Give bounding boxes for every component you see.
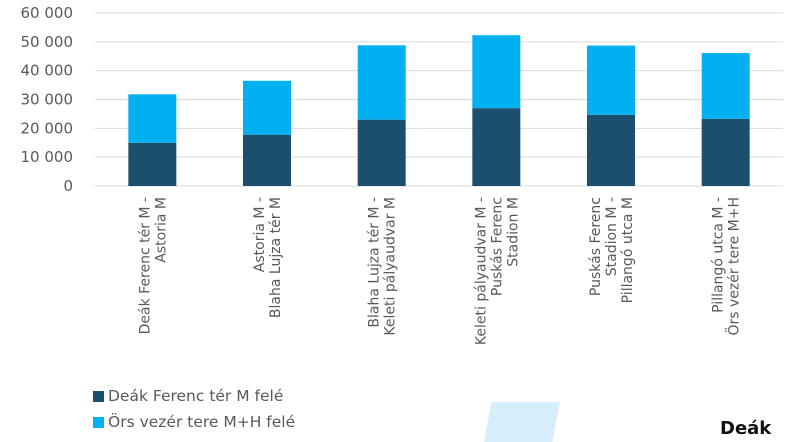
overflow-text: Deák	[720, 418, 772, 439]
bar-deak-segment	[472, 108, 521, 186]
legend-swatch-deak	[93, 390, 104, 402]
category-label: Blaha Lujza tér M -Keleti pályaudvar M	[367, 197, 399, 336]
y-tick-label: 40 000	[21, 62, 74, 80]
category-label: Deák Ferenc tér M -Astoria M	[137, 197, 169, 334]
y-tick-label: 60 000	[21, 4, 74, 22]
bar-deak-segment	[701, 118, 750, 186]
y-tick-label: 10 000	[21, 148, 74, 166]
category-label: Astoria M -Blaha Lujza tér M	[252, 197, 284, 318]
bar-deak-segment	[357, 119, 406, 186]
gridlines	[95, 12, 783, 187]
bar-ors-segment	[587, 45, 635, 115]
category-label: Pillangó utca M -Örs vezér tere M+H	[711, 197, 743, 336]
decorative-parallelogram	[484, 402, 560, 442]
bar-ors-segment	[472, 35, 521, 109]
bar-deak-segment	[587, 114, 635, 186]
legend-item-ors: Örs vezér tere M+H felé	[93, 409, 295, 435]
bar-ors-segment	[701, 53, 750, 119]
y-tick-label: 50 000	[21, 33, 74, 51]
category-label: Puskás FerencStadion M -Pillangó utca M	[588, 197, 636, 303]
y-tick-label: 30 000	[21, 91, 74, 109]
category-labels: Deák Ferenc tér M -Astoria M Astoria M -B…	[137, 197, 742, 345]
bar-ors-segment	[128, 94, 177, 143]
legend-label-deak: Deák Ferenc tér M felé	[108, 387, 284, 405]
bar-deak-segment	[243, 134, 291, 186]
legend-label-ors: Örs vezér tere M+H felé	[108, 413, 296, 431]
y-tick-label: 0	[63, 177, 73, 195]
legend-swatch-ors	[93, 416, 104, 428]
bar-ors-segment	[243, 80, 291, 135]
legend-item-deak: Deák Ferenc tér M felé	[93, 383, 295, 409]
bars	[128, 35, 750, 186]
bar-ors-segment	[357, 45, 406, 120]
legend: Deák Ferenc tér M felé Örs vezér tere M+…	[93, 383, 295, 435]
y-tick-label: 20 000	[21, 119, 74, 137]
category-label: Keleti pályaudvar M -Puskás FerencStadio…	[473, 197, 521, 345]
bar-deak-segment	[128, 142, 177, 186]
y-axis: 0 10 000 20 000 30 000 40 000 50 000 60 000	[21, 4, 74, 195]
